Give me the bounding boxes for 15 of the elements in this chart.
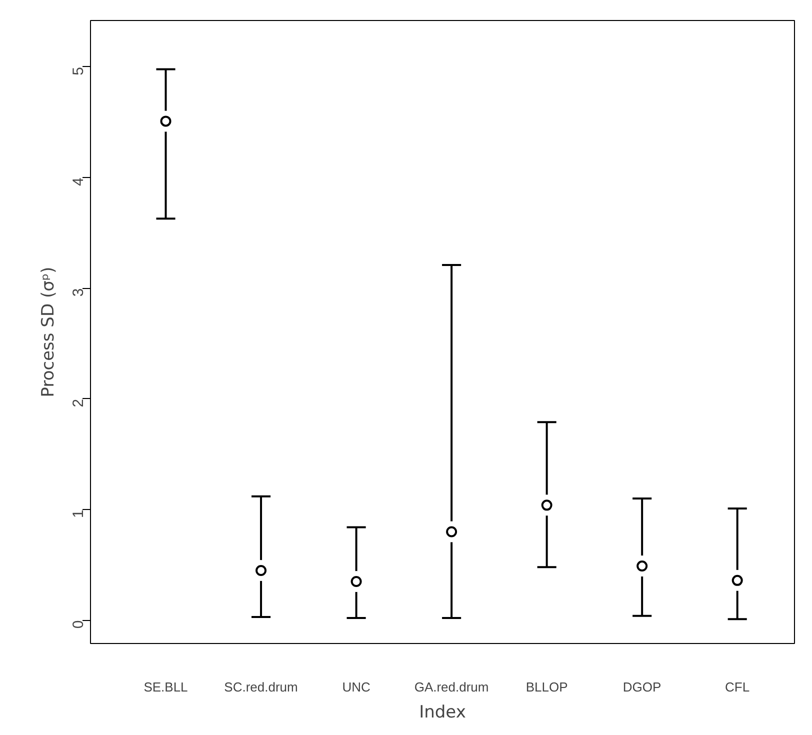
- x-axis-title: Index: [419, 702, 466, 722]
- y-axis-title: Process SD (σᵖ): [38, 266, 58, 398]
- y-tick-label: 5: [70, 66, 87, 76]
- y-tick-label: 3: [70, 288, 87, 297]
- y-tick-label: 2: [70, 398, 87, 408]
- x-tick-label: GA.red.drum: [414, 680, 489, 694]
- y-tick-label: 1: [70, 510, 87, 518]
- x-tick-label: CFL: [725, 680, 750, 694]
- x-tick-label: SC.red.drum: [224, 680, 298, 694]
- y-tick-label: 0: [70, 620, 87, 629]
- x-tick-label: SE.BLL: [144, 680, 188, 694]
- y-tick-label: 4: [70, 178, 87, 186]
- x-tick-label: UNC: [342, 680, 370, 694]
- x-tick-label: DGOP: [622, 680, 662, 694]
- x-tick-label: BLLOP: [526, 680, 568, 694]
